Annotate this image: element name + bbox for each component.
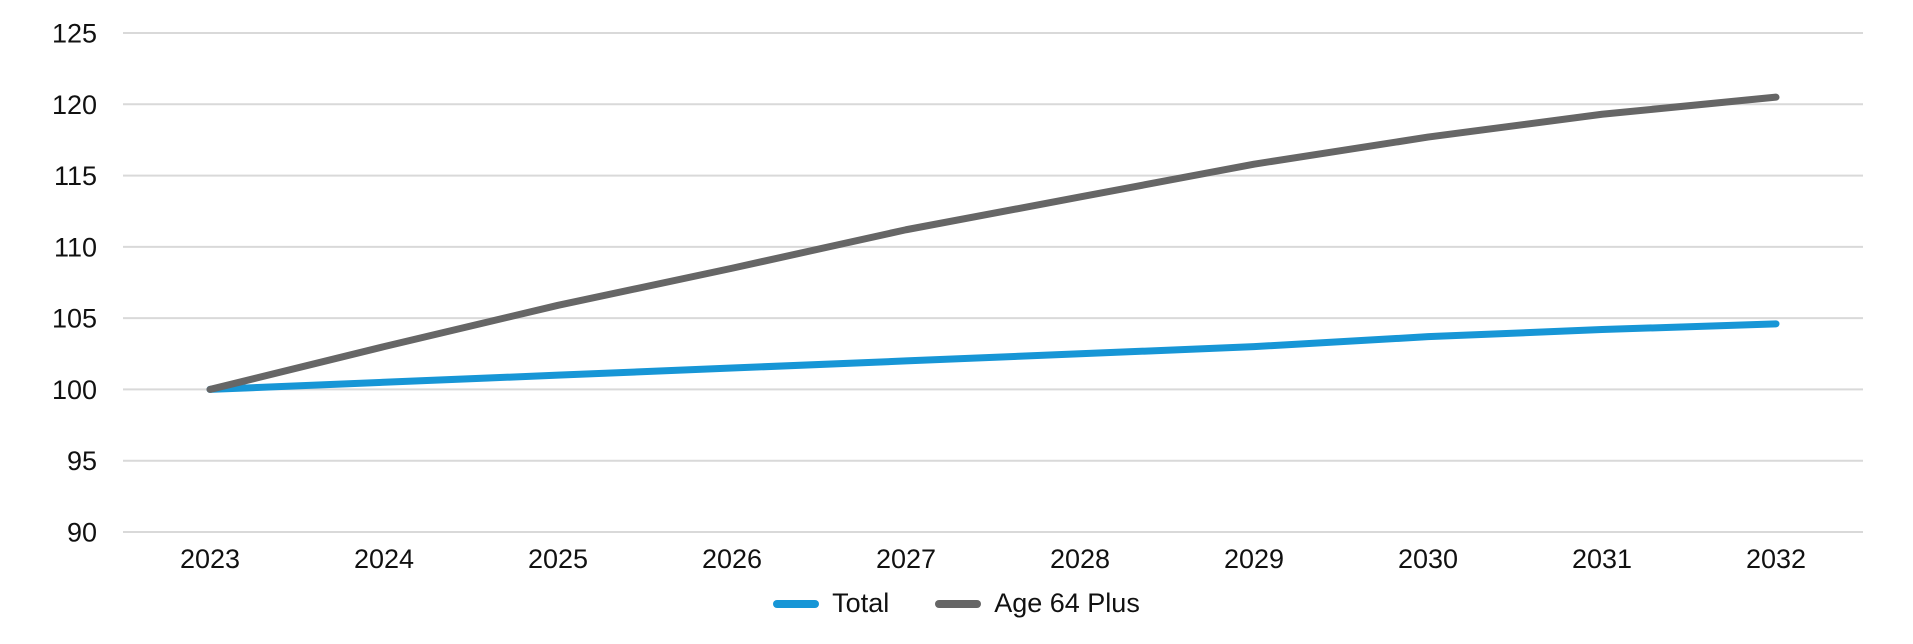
- y-tick-label: 95: [67, 446, 97, 476]
- x-tick-label: 2029: [1224, 544, 1284, 574]
- y-tick-label: 110: [54, 232, 97, 262]
- x-tick-label: 2027: [876, 544, 936, 574]
- legend-label-age-64-plus: Age 64 Plus: [994, 588, 1140, 618]
- series-line-age-64-plus: [206, 93, 1780, 393]
- x-tick-label: 2032: [1746, 544, 1806, 574]
- x-tick-label: 2026: [702, 544, 762, 574]
- legend-item-total: Total: [773, 590, 889, 617]
- legend-marker-total-icon: [773, 599, 820, 608]
- x-tick-label: 2030: [1398, 544, 1458, 574]
- legend-label-total: Total: [832, 588, 890, 618]
- x-tick-label: 2028: [1050, 544, 1110, 574]
- y-tick-label: 120: [52, 90, 97, 120]
- x-tick-label: 2025: [528, 544, 588, 574]
- y-tick-label: 125: [52, 19, 97, 49]
- y-tick-label: 105: [52, 304, 97, 334]
- x-tick-label: 2023: [180, 544, 240, 574]
- x-tick-label: 2031: [1572, 544, 1632, 574]
- y-tick-label: 90: [67, 518, 97, 548]
- y-tick-label: 115: [54, 161, 97, 191]
- y-tick-label: 100: [52, 375, 97, 405]
- legend-marker-age-64-plus-icon: [935, 599, 982, 608]
- x-tick-label: 2024: [354, 544, 414, 574]
- series-line-total: [206, 320, 1780, 393]
- legend: Total Age 64 Plus: [0, 590, 1913, 617]
- legend-item-age-64-plus: Age 64 Plus: [935, 590, 1140, 617]
